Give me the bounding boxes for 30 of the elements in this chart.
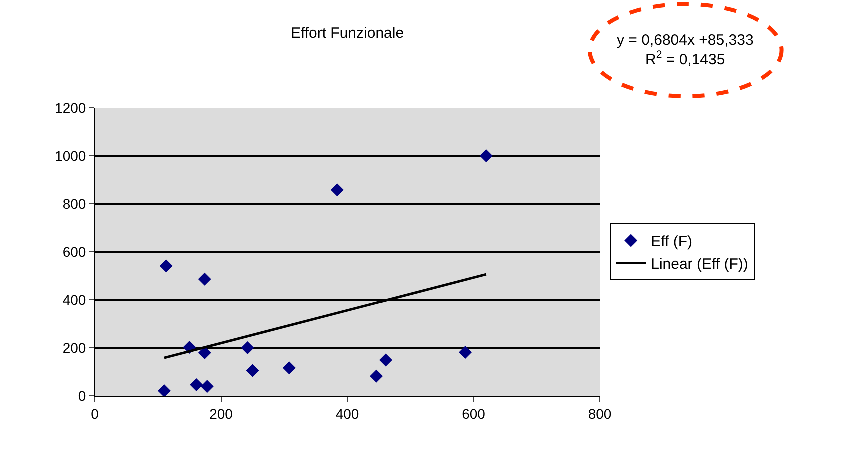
x-tick-label: 0 xyxy=(91,406,100,422)
y-tick-label: 0 xyxy=(78,388,86,404)
legend-label: Linear (Eff (F)) xyxy=(651,256,748,274)
x-tick-label: 600 xyxy=(462,406,486,422)
point xyxy=(370,370,384,383)
point xyxy=(190,378,204,392)
point xyxy=(198,272,212,286)
y-tick-label: 600 xyxy=(62,244,86,260)
point xyxy=(480,150,493,162)
text: y = 0,6804x +85,333 R$^{2}$ = 0,1435 xyxy=(617,32,754,68)
point xyxy=(198,346,212,360)
y-tick-label: 800 xyxy=(62,196,86,212)
y-tick-label: 1000 xyxy=(55,148,86,164)
point xyxy=(200,380,214,394)
y-tick-label: 200 xyxy=(62,340,86,356)
point xyxy=(380,354,393,367)
point xyxy=(160,260,173,273)
x-tick-label: 200 xyxy=(210,406,234,422)
point xyxy=(330,184,344,197)
point xyxy=(158,384,171,396)
point xyxy=(241,342,254,354)
y-tick-label: 400 xyxy=(62,292,86,308)
point xyxy=(246,364,260,378)
x-tick-label: 400 xyxy=(336,406,360,422)
legend-label: Eff (F) xyxy=(651,234,692,251)
y-tick-label: 1200 xyxy=(55,100,86,116)
x-tick-label: 800 xyxy=(588,406,612,422)
point xyxy=(459,346,472,360)
point xyxy=(282,362,296,375)
chart-title: Effort Funzionale xyxy=(290,25,404,42)
